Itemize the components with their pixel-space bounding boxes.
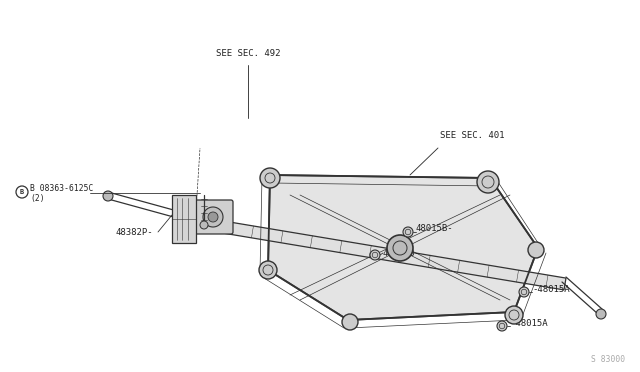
FancyBboxPatch shape (191, 200, 233, 234)
Circle shape (497, 321, 507, 331)
Bar (172, 195, 196, 243)
Text: 48382P-: 48382P- (115, 228, 152, 237)
Circle shape (403, 227, 413, 237)
Text: B 08363-6125C: B 08363-6125C (30, 183, 93, 192)
Circle shape (528, 242, 544, 258)
Polygon shape (204, 218, 566, 290)
Circle shape (370, 250, 380, 260)
Circle shape (259, 261, 277, 279)
Circle shape (387, 235, 413, 261)
Circle shape (208, 212, 218, 222)
Text: 48015B-: 48015B- (383, 248, 420, 257)
Circle shape (200, 221, 208, 229)
Circle shape (203, 207, 223, 227)
Text: B: B (20, 189, 24, 195)
Text: SEE SEC. 401: SEE SEC. 401 (440, 131, 504, 140)
Text: 48015B-: 48015B- (416, 224, 454, 232)
Circle shape (596, 309, 606, 319)
Circle shape (477, 171, 499, 193)
Polygon shape (268, 175, 538, 320)
Text: S 83000: S 83000 (591, 355, 625, 364)
Text: -48015A: -48015A (510, 320, 548, 328)
Text: SEE SEC. 492: SEE SEC. 492 (216, 49, 280, 58)
Circle shape (505, 306, 523, 324)
Circle shape (260, 168, 280, 188)
Circle shape (519, 287, 529, 297)
Text: (2): (2) (30, 193, 45, 202)
Circle shape (103, 191, 113, 201)
Text: -48015A: -48015A (532, 285, 570, 295)
Circle shape (342, 314, 358, 330)
